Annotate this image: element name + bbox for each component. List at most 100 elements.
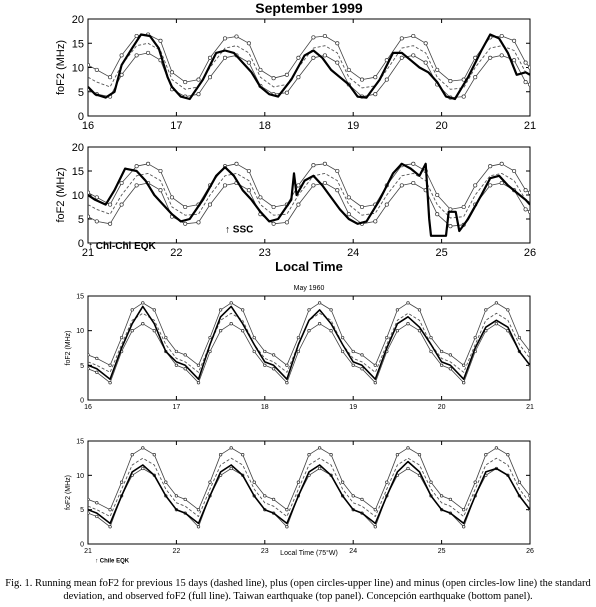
series-point-upper — [119, 335, 124, 340]
series-point-lower — [423, 60, 428, 65]
series-point-lower — [141, 322, 145, 326]
x-axis-label: Local Time (75°W) — [280, 549, 338, 557]
series-point-lower — [411, 180, 416, 186]
series-point-upper — [258, 67, 263, 72]
series-point-upper — [271, 204, 276, 210]
series-point-lower — [141, 466, 145, 471]
series-point-upper — [506, 453, 510, 457]
series-point-upper — [311, 35, 316, 40]
series-point-upper — [271, 497, 276, 502]
y-tick-label: 0 — [78, 238, 84, 250]
series-point-lower — [196, 92, 201, 97]
x-tick-label: 21 — [526, 404, 534, 411]
series-point-upper — [95, 501, 99, 505]
series-point-lower — [284, 90, 289, 95]
series-point-lower — [523, 80, 528, 85]
series-point-upper — [108, 508, 112, 512]
series-point-lower — [335, 60, 340, 65]
series-point-upper — [285, 363, 289, 367]
series-line-lower — [88, 182, 530, 227]
series-point-upper — [360, 353, 364, 357]
series-point-upper — [263, 349, 267, 354]
x-tick-label: 19 — [347, 120, 359, 132]
series-point-upper — [448, 353, 453, 357]
series-point-upper — [473, 480, 477, 484]
series-point-lower — [134, 53, 139, 58]
series-point-upper — [241, 308, 245, 312]
series-point-lower — [88, 367, 90, 371]
x-tick-label: 22 — [170, 247, 182, 259]
series-point-upper — [164, 335, 168, 340]
series-point-upper — [439, 349, 444, 354]
series-point-lower — [499, 53, 504, 58]
series-point-upper — [234, 161, 239, 166]
series-point-upper — [423, 41, 428, 46]
series-point-upper — [246, 168, 251, 174]
series-point-upper — [527, 190, 530, 195]
series-point-upper — [108, 363, 112, 367]
series-point-upper — [134, 33, 139, 39]
y-axis-label: foF2 (MHz) — [55, 168, 67, 223]
series-point-lower — [527, 82, 530, 87]
series-point-lower — [488, 183, 493, 188]
series-point-lower — [373, 381, 377, 385]
series-point-upper — [152, 453, 156, 457]
series-point-lower — [473, 75, 478, 80]
series-line-mean — [88, 42, 530, 90]
y-axis-label: foF2 (MHz) — [65, 331, 72, 366]
series-point-lower — [285, 381, 289, 385]
series-point-upper — [141, 301, 145, 305]
series-point-upper — [494, 446, 499, 450]
series-point-upper — [196, 363, 201, 367]
series-point-upper — [512, 168, 517, 174]
annotation-label: ↑ SSC — [225, 224, 253, 235]
x-tick-label: 24 — [349, 548, 357, 555]
series-point-lower — [174, 363, 179, 367]
x-tick-label: 17 — [170, 120, 182, 132]
series-point-lower — [208, 349, 212, 354]
y-tick-label: 10 — [76, 473, 84, 480]
series-point-upper — [229, 446, 233, 450]
series-point-lower — [462, 525, 466, 529]
series-point-lower — [134, 183, 139, 188]
series-point-upper — [385, 335, 389, 340]
chart-panel-1: 16 17 18 19 20 21 0 5 10 15 20 foF2 (MHz) September … — [55, 0, 536, 132]
series-point-lower — [183, 221, 188, 226]
series-point-upper — [119, 53, 124, 58]
series-group — [88, 32, 530, 101]
plot-frame — [87, 18, 531, 117]
series-line-observed — [88, 33, 530, 101]
series-point-upper — [119, 180, 124, 186]
series-point-lower — [311, 183, 316, 188]
series-point-upper — [335, 168, 340, 174]
series-point-lower — [346, 212, 351, 217]
y-tick-label: 20 — [72, 142, 84, 154]
series-point-upper — [307, 308, 311, 312]
series-point-lower — [399, 55, 404, 60]
series-point-lower — [152, 329, 156, 333]
series-point-lower — [448, 367, 453, 371]
series-point-upper — [234, 34, 239, 39]
series-point-upper — [196, 508, 201, 512]
series-point-upper — [296, 335, 301, 340]
series-point-upper — [360, 497, 364, 502]
series-point-lower — [246, 188, 251, 193]
series-point-upper — [183, 497, 187, 502]
x-axis-label: Local Time — [275, 259, 343, 274]
y-tick-label: 10 — [76, 328, 84, 335]
y-axis-label: foF2 (MHz) — [65, 475, 72, 510]
x-tick-label: 17 — [173, 404, 181, 411]
series-group — [88, 301, 530, 385]
series-point-upper — [183, 80, 188, 85]
series-point-upper — [317, 301, 322, 305]
series-group — [88, 161, 530, 237]
series-point-upper — [218, 308, 223, 312]
series-point-upper — [473, 183, 478, 188]
y-tick-label: 5 — [80, 363, 84, 370]
series-point-lower — [108, 525, 112, 529]
y-tick-label: 5 — [80, 507, 84, 514]
series-point-lower — [296, 349, 301, 354]
x-tick-label: 16 — [84, 404, 92, 411]
series-point-lower — [448, 224, 453, 229]
series-point-lower — [241, 329, 245, 333]
